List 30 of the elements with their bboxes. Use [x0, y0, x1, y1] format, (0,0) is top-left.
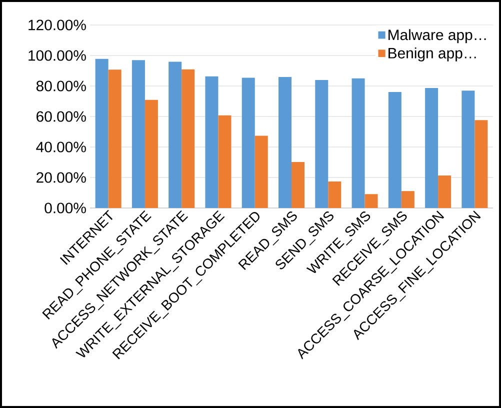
bar [168, 62, 182, 208]
legend-label: Malware app… [388, 29, 486, 44]
bar [132, 60, 145, 208]
bar [328, 181, 342, 208]
y-tick-label: 20.00% [36, 172, 86, 183]
y-tick-label: 120.00% [28, 20, 86, 30]
bar [474, 120, 488, 208]
bar [315, 80, 328, 208]
bar [144, 100, 158, 208]
bar [205, 76, 218, 208]
bar [388, 92, 402, 208]
y-tick-label: 80.00% [36, 80, 86, 92]
bar [364, 194, 378, 208]
bar [242, 78, 255, 208]
bar [218, 115, 232, 208]
bar [401, 191, 414, 208]
bar [278, 77, 292, 208]
y-tick-label: 40.00% [36, 142, 86, 152]
bar [108, 70, 122, 208]
bar [462, 90, 475, 208]
bar [438, 176, 452, 208]
bar [352, 78, 365, 208]
legend-label: Benign app… [388, 47, 476, 62]
bar [182, 69, 195, 208]
bar [292, 162, 305, 208]
y-tick-label: 100.00% [28, 50, 86, 61]
bar [95, 58, 108, 208]
bar [254, 136, 268, 208]
bar [425, 88, 438, 208]
y-tick-label: 60.00% [36, 111, 86, 122]
